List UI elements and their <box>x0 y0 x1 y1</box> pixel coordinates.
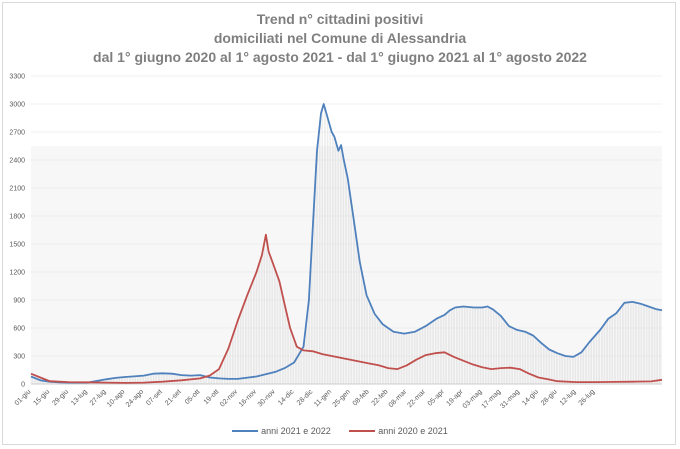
x-tick-label: 03-mag <box>462 388 484 410</box>
x-tick-label: 08-feb <box>352 388 371 407</box>
x-tick-label: 21-set <box>164 388 183 407</box>
x-tick-label: 25-gen <box>332 388 352 408</box>
x-tick-label: 11-gen <box>313 388 333 408</box>
y-tick-label: 3300 <box>9 74 25 81</box>
x-tick-label: 14-giu <box>521 388 540 407</box>
legend-label: anni 2020 e 2021 <box>378 425 448 436</box>
y-tick-label: 1800 <box>9 214 25 221</box>
x-tick-label: 07-set <box>145 388 164 407</box>
chart-title-line-2: domiciliati nel Comune di Alessandria <box>213 30 467 46</box>
legend-item-2021-2022: anni 2021 e 2022 <box>232 426 331 436</box>
x-tick-label: 17-mag <box>481 388 503 410</box>
x-tick-label: 24-ago <box>125 388 145 408</box>
plot-band <box>31 146 662 384</box>
y-tick-label: 1200 <box>9 270 25 277</box>
x-tick-label: 28-giu <box>540 388 559 407</box>
legend-swatch-red <box>349 430 376 433</box>
x-tick-label: 27-lug <box>89 388 108 407</box>
x-tick-label: 05-ott <box>184 388 202 406</box>
chart-title-line-3: dal 1° giugno 2020 al 1° agosto 2021 - d… <box>93 49 587 65</box>
x-tick-label: 29-giu <box>51 388 70 407</box>
x-tick-label: 19-ott <box>203 388 221 406</box>
legend-item-2020-2021: anni 2020 e 2021 <box>349 426 448 436</box>
x-tick-label: 22-mar <box>406 388 427 409</box>
chart-title-line-1: Trend n° cittadini positivi <box>256 11 424 27</box>
x-tick-label: 02-nov <box>219 388 239 408</box>
x-tick-label: 16-nov <box>238 388 258 408</box>
x-tick-label: 10-ago <box>106 388 126 408</box>
legend-label: anni 2021 e 2022 <box>261 425 331 436</box>
y-tick-label: 0 <box>21 382 25 389</box>
y-tick-label: 3000 <box>9 102 25 109</box>
x-tick-label: 28-dic <box>296 388 315 407</box>
series-line-2021-2022 <box>30 103 663 384</box>
legend-swatch-blue <box>232 430 259 433</box>
x-tick-label: 05-apr <box>427 388 447 408</box>
x-tick-label: 15-giu <box>32 388 51 407</box>
x-tick-label: 14-dic <box>277 388 296 407</box>
y-tick-label: 2700 <box>9 130 25 137</box>
x-tick-label: 30-nov <box>257 388 277 408</box>
chart-legend: anni 2021 e 2022 anni 2020 e 2021 <box>0 425 680 436</box>
x-tick-label: 12-lug <box>559 388 578 407</box>
y-tick-label: 600 <box>13 326 25 333</box>
series-line-2020-2021 <box>30 233 663 384</box>
y-tick-label: 2400 <box>9 158 25 165</box>
y-tick-label: 1500 <box>9 242 25 249</box>
y-tick-label: 300 <box>13 354 25 361</box>
x-tick-label: 26-lug <box>578 388 597 407</box>
y-tick-label: 900 <box>13 298 25 305</box>
x-tick-label: 13-lug <box>70 388 89 407</box>
x-tick-label: 01-giu <box>14 388 33 407</box>
y-tick-label: 2100 <box>9 186 25 193</box>
x-tick-label: 31-mag <box>499 388 521 410</box>
x-tick-label: 08-mar <box>388 388 409 409</box>
